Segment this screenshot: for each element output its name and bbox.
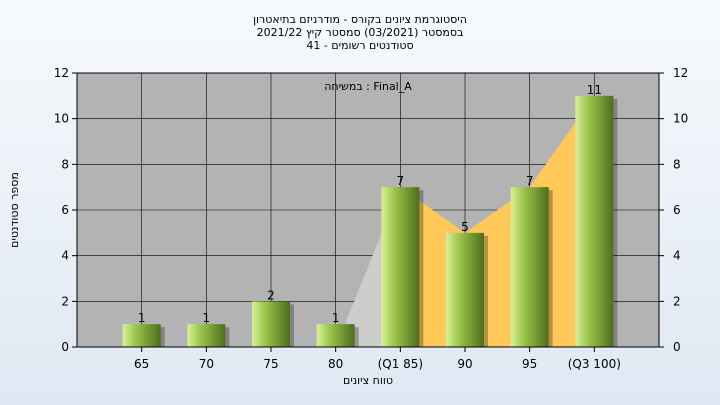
bar-value-label: 1 bbox=[332, 311, 340, 325]
bar bbox=[187, 324, 226, 347]
y-tick-label-right: 10 bbox=[673, 112, 688, 126]
x-tick-label: 95 bbox=[522, 357, 537, 371]
y-tick-label-right: 4 bbox=[673, 249, 681, 263]
y-tick-label-left: 6 bbox=[61, 203, 69, 217]
x-axis-label: טווח ציונים bbox=[343, 374, 393, 387]
x-tick-label: 70 bbox=[199, 357, 214, 371]
bar bbox=[122, 324, 161, 347]
y-tick-label-left: 8 bbox=[61, 157, 69, 171]
chart-title-line-1: היסטוגרמת ציונים בקורס - מודרניזם בתיאטר… bbox=[253, 13, 467, 26]
bar-value-label: 1 bbox=[203, 311, 211, 325]
y-tick-label-right: 12 bbox=[673, 66, 688, 80]
x-tick-label: 65 bbox=[134, 357, 149, 371]
bar bbox=[252, 301, 290, 347]
y-tick-label-left: 4 bbox=[61, 249, 69, 263]
y-tick-label-right: 0 bbox=[673, 340, 681, 354]
y-tick-label-left: 0 bbox=[61, 340, 69, 354]
chart-title-line-3: סטודנטים רשומים - 41 bbox=[306, 39, 413, 52]
bar bbox=[510, 187, 549, 347]
y-axis-label: מספר סטודנטים bbox=[8, 172, 21, 248]
bar bbox=[316, 324, 355, 347]
x-tick-label: (Q3 100) bbox=[568, 357, 621, 371]
y-tick-label-right: 6 bbox=[673, 203, 681, 217]
bar-value-label: 2 bbox=[267, 288, 275, 302]
x-tick-label: 80 bbox=[328, 357, 343, 371]
y-tick-label-left: 12 bbox=[54, 66, 69, 80]
chart-subtitle: במשיחה : Final_A bbox=[324, 80, 412, 93]
bar-value-label: 7 bbox=[397, 174, 405, 188]
y-tick-label-left: 10 bbox=[54, 112, 69, 126]
chart-title-line-2: בסמסטר (03/2021) סמסטר קיץ 2021/22 bbox=[257, 26, 464, 39]
x-tick-label: (Q1 85) bbox=[378, 357, 424, 371]
bar bbox=[381, 187, 420, 347]
x-tick-label: 90 bbox=[457, 357, 472, 371]
y-tick-label-right: 2 bbox=[673, 294, 681, 308]
y-tick-label-right: 8 bbox=[673, 157, 681, 171]
bar bbox=[575, 95, 614, 347]
bar-value-label: 11 bbox=[587, 83, 602, 97]
bar-value-label: 1 bbox=[138, 311, 146, 325]
bar-value-label: 5 bbox=[461, 220, 469, 234]
x-tick-label: 75 bbox=[263, 357, 278, 371]
bar-value-label: 7 bbox=[526, 174, 534, 188]
y-tick-label-left: 2 bbox=[61, 294, 69, 308]
bar bbox=[446, 232, 484, 347]
